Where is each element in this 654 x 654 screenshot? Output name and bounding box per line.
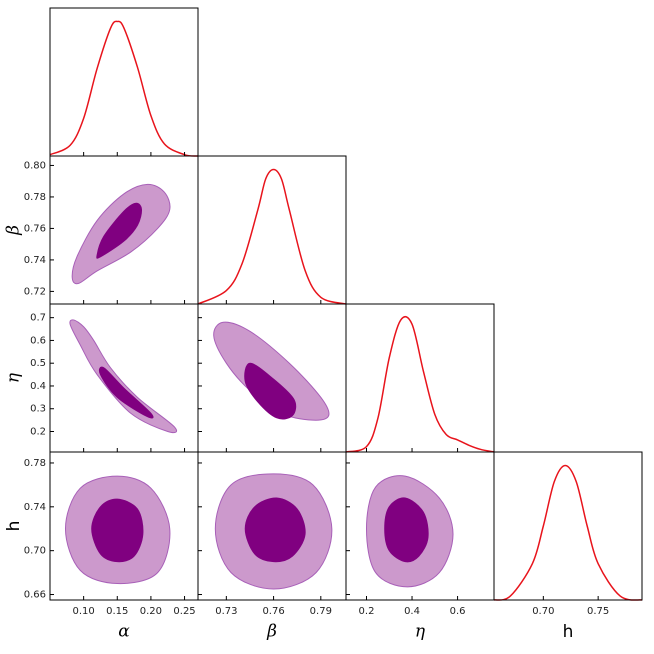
x-axis-label: η — [415, 622, 426, 642]
marginal-curve — [49, 20, 199, 157]
contour — [96, 202, 143, 259]
x-tick-label: 0.6 — [450, 606, 466, 617]
panel-frame — [493, 451, 643, 601]
panel-frame — [345, 303, 495, 453]
y-axis-label: η — [4, 372, 24, 383]
panel-frame — [197, 155, 347, 305]
x-tick-label: 0.2 — [359, 606, 375, 617]
y-tick-label: 0.72 — [24, 286, 46, 297]
y-axis-label: h — [4, 521, 24, 532]
contour — [213, 321, 330, 421]
y-tick-label: 0.76 — [24, 223, 46, 234]
contour — [91, 498, 144, 563]
contour — [244, 362, 297, 420]
panel-frame — [49, 7, 199, 157]
x-tick-label: 0.73 — [215, 606, 237, 617]
x-tick-label: 0.25 — [173, 606, 195, 617]
y-tick-label: 0.70 — [24, 546, 46, 557]
y-tick-label: 0.78 — [24, 458, 46, 469]
x-axis-label: h — [563, 622, 574, 642]
x-tick-label: 0.76 — [262, 606, 284, 617]
y-tick-label: 0.66 — [24, 590, 46, 601]
y-tick-label: 0.3 — [30, 404, 46, 415]
y-tick-label: 0.4 — [30, 381, 46, 392]
x-tick-label: 0.15 — [106, 606, 128, 617]
y-tick-label: 0.2 — [30, 427, 46, 438]
contour — [384, 497, 429, 563]
y-tick-label: 0.80 — [24, 160, 46, 171]
x-tick-label: 0.70 — [532, 606, 554, 617]
contour — [69, 319, 178, 434]
x-tick-label: 0.10 — [73, 606, 95, 617]
marginal-curve — [493, 464, 643, 601]
y-axis-label: β — [4, 225, 24, 236]
marginal-curve — [197, 168, 347, 305]
x-axis-label: β — [266, 622, 277, 642]
y-tick-label: 0.6 — [30, 335, 46, 346]
y-tick-label: 0.78 — [24, 192, 46, 203]
x-tick-label: 0.20 — [140, 606, 162, 617]
y-tick-label: 0.7 — [30, 313, 46, 324]
x-tick-label: 0.4 — [404, 606, 420, 617]
contour — [244, 497, 306, 563]
x-tick-label: 0.79 — [310, 606, 332, 617]
marginal-curve — [345, 315, 495, 453]
x-tick-label: 0.75 — [587, 606, 609, 617]
x-axis-label: α — [118, 622, 130, 642]
y-tick-label: 0.74 — [24, 502, 46, 513]
y-tick-label: 0.74 — [24, 255, 46, 266]
y-tick-label: 0.5 — [30, 358, 46, 369]
contour — [98, 366, 154, 419]
